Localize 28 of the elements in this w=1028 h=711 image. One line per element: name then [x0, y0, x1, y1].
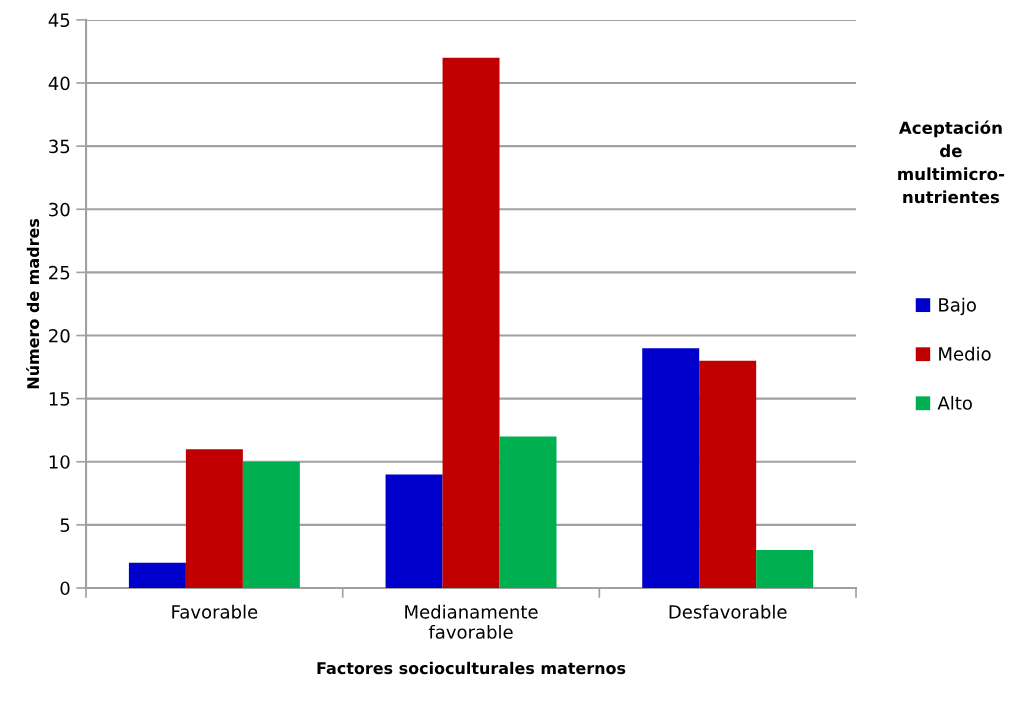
bar — [642, 348, 700, 588]
y-tick-label: 15 — [49, 392, 70, 406]
y-tick-label: 45 — [48, 13, 70, 28]
x-tick-label: Medianamente favorable — [405, 604, 538, 639]
y-tick-label: 35 — [49, 139, 70, 154]
legend-label: Bajo — [939, 297, 976, 316]
y-tick-label: 40 — [48, 76, 70, 91]
bar — [128, 562, 186, 588]
y-tick-label: 0 — [60, 581, 70, 596]
bar — [385, 474, 443, 588]
legend-label: Medio — [939, 346, 991, 361]
legend-title: Aceptación de multimicro- nutrientes — [898, 120, 1005, 204]
y-tick-label: 10 — [49, 455, 70, 469]
y-tick-label: 5 — [60, 518, 70, 532]
y-tick-label: 30 — [49, 202, 70, 217]
bar — [442, 57, 500, 588]
y-tick-label: 20 — [49, 328, 70, 343]
y-tick-label: 25 — [49, 265, 70, 280]
bar — [756, 550, 814, 588]
x-axis-title: Factores socioculturales maternos — [317, 661, 626, 675]
bar — [699, 360, 757, 588]
x-tick-label: Favorable — [172, 604, 258, 619]
bar — [499, 436, 557, 588]
bar — [242, 461, 300, 588]
x-tick-label: Desfavorable — [669, 604, 787, 619]
bar — [185, 449, 243, 588]
legend-label: Alto — [937, 395, 972, 410]
y-axis-title: Número de madres — [26, 218, 40, 389]
